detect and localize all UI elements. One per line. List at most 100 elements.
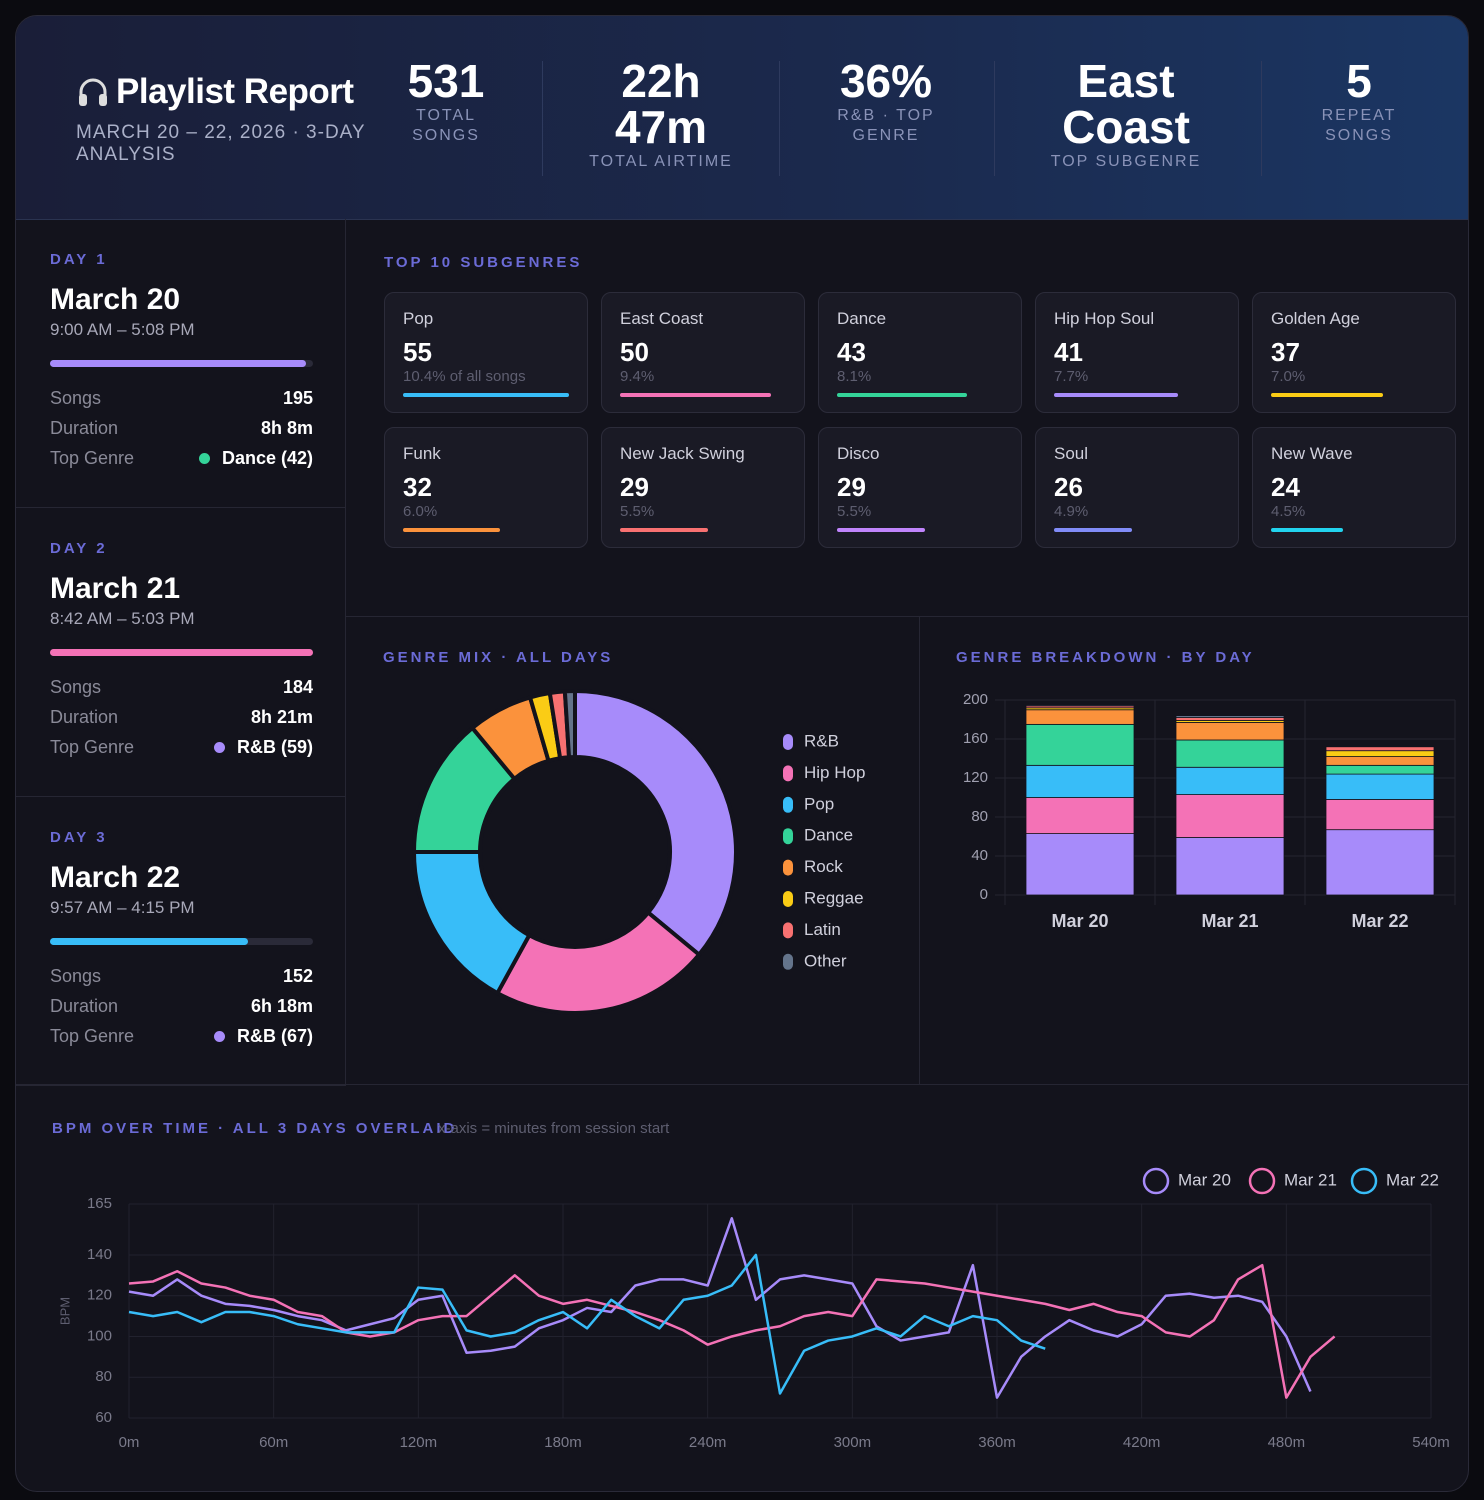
section-title: GENRE MIX · ALL DAYS (383, 649, 613, 666)
legend-label: Other (804, 951, 847, 970)
subgenre-bar (620, 528, 708, 532)
subgenre-card: Pop 55 10.4% of all songs (384, 292, 588, 413)
header: Playlist Report MARCH 20 – 22, 2026 · 3-… (16, 16, 1468, 220)
bar-segment (1175, 794, 1285, 838)
legend-label: Reggae (804, 888, 864, 907)
stat: 531 TOTAL SONGS (336, 58, 556, 146)
bar-segment (1025, 833, 1135, 896)
bpm-line (128, 1253, 1046, 1395)
stat-value: 36% (839, 55, 933, 107)
subgenre-card: Dance 43 8.1% (818, 292, 1022, 413)
subgenre-share: 4.9% (1054, 503, 1089, 520)
subgenre-share: 5.5% (837, 503, 872, 520)
legend-swatch (783, 828, 793, 845)
legend-label: Pop (804, 794, 834, 813)
stat-label: Duration (50, 418, 119, 438)
stat-label: REPEAT SONGS (1321, 107, 1397, 144)
subgenre-count: 55 (403, 337, 432, 367)
donut-slice (573, 688, 738, 958)
stat-value: Dance (42) (198, 448, 313, 469)
subgenre-count: 26 (1054, 472, 1083, 502)
donut-slice (494, 909, 702, 1015)
x-tick-label: 300m (834, 1434, 872, 1451)
progress-bar (50, 649, 313, 656)
stat-label: TOP SUBGENRE (1050, 153, 1202, 170)
divider (1261, 61, 1262, 176)
y-tick-label: 160 (963, 730, 988, 747)
day-time: 8:42 AM – 5:03 PM (50, 609, 195, 628)
stat-value: 6h 18m (251, 996, 313, 1017)
bar-segment (1325, 756, 1435, 766)
subgenre-bar (1271, 528, 1344, 532)
stat-label: TOTAL AIRTIME (589, 153, 733, 170)
y-tick-label: 165 (87, 1195, 112, 1212)
subgenre-count: 37 (1271, 337, 1300, 367)
subgenre-card: Hip Hop Soul 41 7.7% (1035, 292, 1239, 413)
legend-label: Rock (804, 857, 843, 876)
y-tick-label: 60 (95, 1409, 112, 1426)
x-tick-label: 0m (119, 1434, 140, 1451)
title-row: Playlist Report (76, 72, 354, 112)
y-tick-label: 80 (95, 1368, 112, 1385)
day-label: DAY 2 (50, 540, 108, 557)
stat-text: R&B (67) (236, 1026, 313, 1046)
subtitle: x-axis = minutes from session start (438, 1120, 670, 1137)
section-title: BPM OVER TIME · ALL 3 DAYS OVERLAID (52, 1120, 457, 1137)
legend-swatch (783, 922, 793, 939)
subgenre-count: 50 (620, 337, 649, 367)
stat-value: 8h 8m (261, 418, 313, 439)
y-tick-label: 100 (87, 1327, 112, 1344)
stat-label: Top Genre (50, 1026, 135, 1046)
stat-text: 152 (282, 966, 313, 986)
day-date: March 20 (50, 283, 181, 316)
subgenre-count: 29 (620, 472, 649, 502)
bar-segment (1175, 766, 1285, 795)
x-tick-label: 120m (400, 1434, 438, 1451)
subgenre-card: Funk 32 6.0% (384, 427, 588, 548)
day-panel: DAY 3 March 22 9:57 AM – 4:15 PM Songs 152 Du… (16, 797, 346, 1086)
y-tick-label: 40 (971, 847, 988, 864)
subgenre-bar (837, 528, 925, 532)
x-tick-label: 240m (689, 1434, 727, 1451)
stat-value: 5 (1346, 55, 1372, 107)
bar-segment (1325, 750, 1435, 757)
x-tick-label: Mar 20 (1051, 911, 1108, 931)
subgenre-name: Dance (837, 309, 887, 328)
subgenre-share: 6.0% (403, 503, 438, 520)
legend-label: Dance (804, 826, 853, 845)
subgenre-card: New Jack Swing 29 5.5% (601, 427, 805, 548)
subgenre-share: 7.7% (1054, 368, 1089, 385)
section-title: GENRE BREAKDOWN · BY DAY (956, 649, 1255, 666)
day-time: 9:00 AM – 5:08 PM (50, 320, 195, 339)
bar-segment (1175, 715, 1285, 718)
subgenre-bar (403, 393, 569, 397)
subgenre-bar (403, 528, 500, 532)
subgenre-count: 43 (837, 337, 866, 367)
y-tick-label: 200 (963, 691, 988, 708)
bar-segment (1025, 764, 1135, 798)
divider (346, 616, 1468, 617)
subgenre-card: Golden Age 37 7.0% (1252, 292, 1456, 413)
stat-label: Top Genre (50, 737, 135, 757)
subgenre-card: Disco 29 5.5% (818, 427, 1022, 548)
stat-value: 184 (283, 677, 313, 698)
legend-label: Mar 20 (1178, 1170, 1231, 1189)
day-date: March 22 (50, 861, 181, 894)
stat-label: Duration (50, 996, 119, 1016)
subgenre-bar (1054, 528, 1133, 532)
legend-marker (1248, 1167, 1276, 1195)
bar-segment (1025, 723, 1135, 766)
day-panel: DAY 1 March 20 9:00 AM – 5:08 PM Songs 195 Du… (16, 219, 346, 508)
divider (779, 61, 780, 176)
stat-value: 195 (283, 388, 313, 409)
stat-label: Songs (50, 966, 102, 986)
bar-segment (1325, 829, 1435, 896)
subgenre-name: Disco (837, 444, 880, 463)
x-tick-label: 480m (1268, 1434, 1306, 1451)
legend-label: Latin (804, 920, 841, 939)
bar-segment (1025, 709, 1135, 725)
stat-text: R&B (59) (236, 737, 313, 757)
stat-value: 152 (283, 966, 313, 987)
stat-text: Dance (42) (221, 448, 313, 468)
